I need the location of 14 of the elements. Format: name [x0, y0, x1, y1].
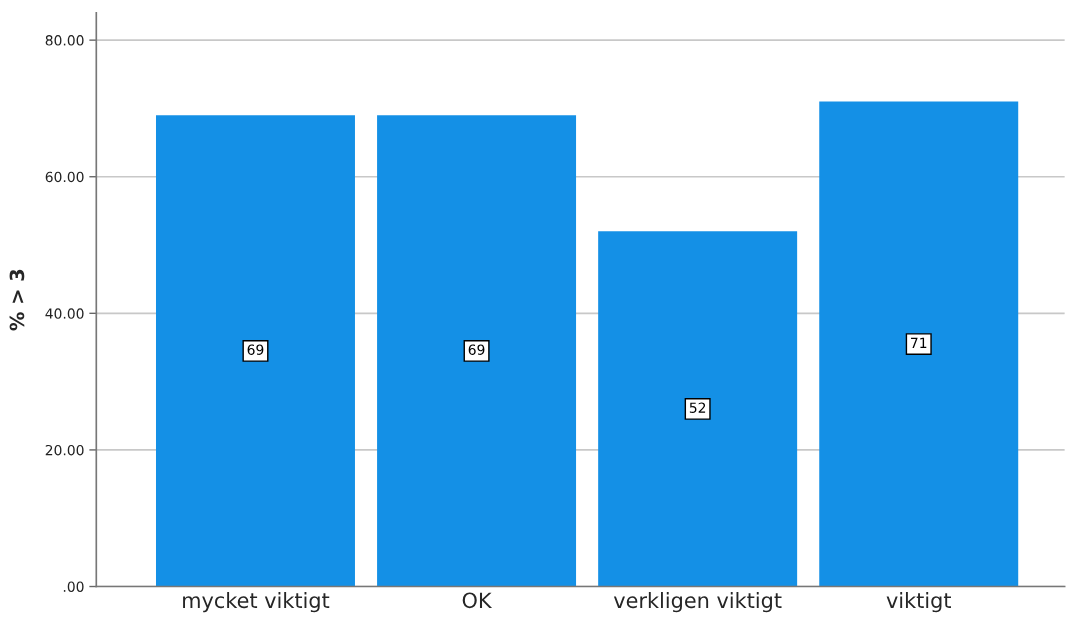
x-tick-label: OK: [462, 592, 493, 609]
data-label: 69: [247, 344, 264, 355]
y-tick-label: 80.00: [45, 35, 84, 46]
x-tick-label: verkligen viktigt: [613, 592, 782, 613]
data-label: 69: [468, 344, 485, 355]
data-label: 71: [911, 337, 927, 348]
y-tick-label: .00: [63, 581, 84, 592]
y-tick-label: 60.00: [45, 171, 84, 183]
y-tick-label: 20.00: [45, 444, 84, 456]
y-axis-title: % > 3: [9, 269, 25, 331]
x-tick-label: viktigt: [886, 592, 951, 613]
y-tick-label: 40.00: [45, 308, 84, 319]
data-label: 52: [689, 402, 706, 413]
x-tick-label: mycket viktigt: [183, 592, 330, 613]
